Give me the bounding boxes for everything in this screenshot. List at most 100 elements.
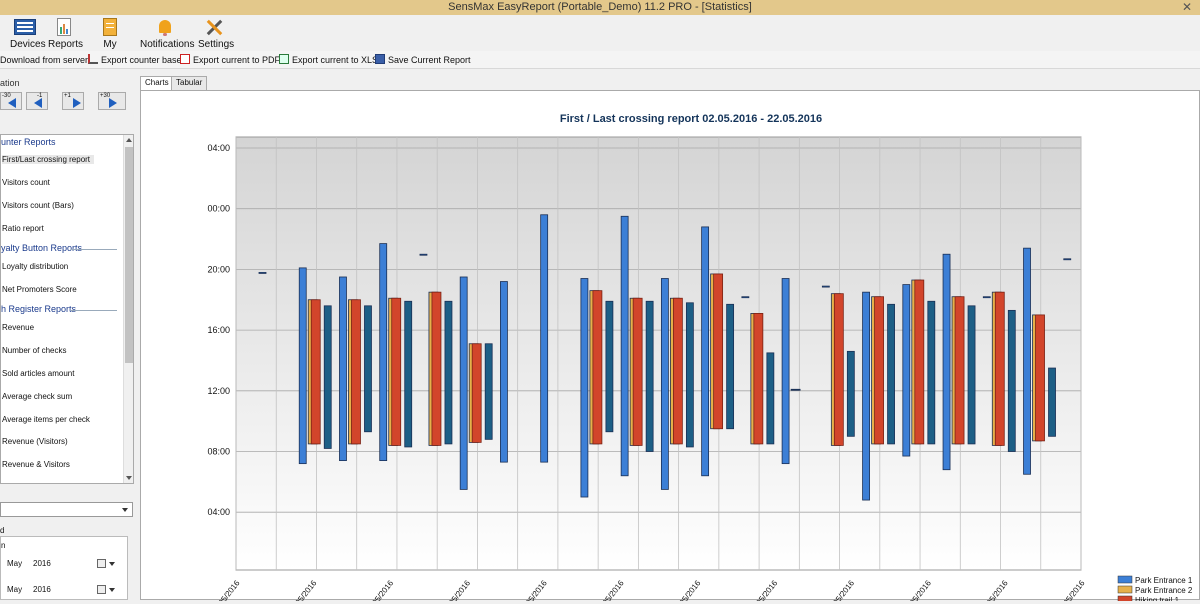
export-counter-base-button[interactable]: Export counter base [88, 53, 182, 67]
notifications-button[interactable]: Notifications [140, 17, 194, 50]
period-label: d [0, 526, 5, 535]
crossing-chart: First / Last crossing report 02.05.2016 … [207, 113, 1193, 604]
y-tick-label: 08:00 [207, 447, 230, 457]
series3-bar [914, 279, 925, 445]
calendar-icon[interactable] [97, 585, 106, 594]
series1-bar [540, 214, 549, 463]
series4-bar [1048, 367, 1056, 437]
scroll-thumb[interactable] [125, 147, 133, 363]
chart-title: First / Last crossing report 02.05.2016 … [560, 113, 822, 125]
x-tick-label: 3/05/2016 [289, 578, 318, 601]
series4-bar [846, 350, 855, 437]
register-reports-header: h Register Reports [1, 304, 77, 314]
legend-swatch [1117, 575, 1133, 584]
tab-tabular[interactable]: Tabular [171, 76, 208, 90]
series3-bar [632, 297, 643, 446]
series1-bar [862, 291, 870, 501]
series4-bar [1007, 309, 1016, 452]
report-sold-articles[interactable]: Sold articles amount [2, 369, 75, 378]
series3-bar [753, 313, 764, 445]
series1-bar [942, 253, 951, 471]
calendar-icon[interactable] [97, 559, 106, 568]
y-tick-label: 12:00 [207, 386, 230, 396]
date-from-year: 2016 [33, 559, 51, 568]
report-revenue[interactable]: Revenue [2, 323, 35, 332]
report-visitors-count-bars[interactable]: Visitors count (Bars) [2, 201, 74, 210]
date-to-month: May [7, 585, 23, 594]
series4-bar [605, 300, 614, 433]
series4-bar [766, 352, 775, 445]
download-from-server-button[interactable]: Download from server [0, 53, 88, 67]
report-average-items[interactable]: Average items per check [2, 415, 90, 424]
legend-label: Hiking trail 1 [1135, 596, 1180, 601]
report-average-check-sum[interactable]: Average check sum [2, 392, 73, 401]
x-tick-label: /05/2016 [215, 578, 242, 601]
double-left-arrow-icon [8, 98, 16, 108]
series3-bar [713, 273, 724, 430]
loyalty-reports-header: yalty Button Reports [1, 243, 83, 253]
legend-swatch [1117, 595, 1133, 604]
series3-bar [431, 291, 442, 446]
series1-bar [620, 215, 629, 477]
scroll-down-icon[interactable] [126, 476, 132, 480]
period-box: n May 2016 May 2016 [0, 536, 128, 600]
divider [71, 249, 117, 250]
report-number-of-checks[interactable]: Number of checks [2, 346, 67, 355]
x-tick-label: 7/05/2016 [443, 578, 472, 601]
download-label: Download from server [0, 55, 89, 65]
legend-label: Park Entrance 1 [1135, 576, 1193, 585]
series1-bar [459, 276, 468, 490]
report-revenue-and-visitors[interactable]: Revenue & Visitors [2, 460, 70, 469]
series4-bar [726, 303, 735, 430]
legend-swatch [1117, 585, 1133, 594]
back-1-button[interactable]: -1 [26, 92, 48, 110]
devices-button[interactable]: Devices [10, 17, 46, 50]
series4-bar [444, 300, 453, 445]
series4-bar [645, 300, 654, 452]
report-loyalty-distribution[interactable]: Loyalty distribution [2, 262, 69, 271]
x-tick-label: 1/05/2016 [597, 578, 626, 601]
series4-bar [404, 300, 413, 448]
navigation-label: ation [0, 78, 20, 88]
export-xls-button[interactable]: Export current to XLS [279, 53, 378, 67]
x-tick-label: 1/05/2016 [981, 578, 1010, 601]
series1-bar [821, 285, 830, 288]
y-tick-label: 04:00 [207, 143, 230, 153]
close-icon[interactable]: ✕ [1181, 0, 1192, 14]
series1-bar [580, 278, 589, 498]
report-ratio[interactable]: Ratio report [2, 224, 44, 233]
counter-reports-header: unter Reports [1, 137, 56, 147]
xls-icon [279, 54, 289, 64]
chevron-down-icon[interactable] [109, 562, 115, 566]
series3-bar [471, 343, 482, 443]
series3-bar [351, 299, 361, 445]
settings-button[interactable]: Settings [198, 17, 234, 50]
export-icon [88, 54, 98, 64]
series4-bar [887, 303, 895, 445]
forward-30-label: +30 [100, 93, 111, 99]
report-revenue-visitors[interactable]: Revenue (Visitors) [2, 437, 68, 446]
settings-label: Settings [198, 39, 235, 50]
report-first-last-crossing[interactable]: First/Last crossing report [2, 155, 95, 164]
series1-bar [781, 278, 790, 465]
series3-bar [874, 296, 884, 445]
report-list-scrollbar[interactable] [123, 135, 133, 483]
y-tick-label: 20:00 [207, 264, 230, 274]
export-pdf-button[interactable]: Export current to PDF [180, 53, 280, 67]
report-list: unter Reports First/Last crossing report… [0, 134, 134, 484]
tab-charts[interactable]: Charts [140, 76, 174, 91]
report-visitors-count[interactable]: Visitors count [2, 178, 50, 187]
save-report-button[interactable]: Save Current Report [375, 53, 471, 67]
series1-bar [660, 278, 669, 490]
back-30-button[interactable]: -30 [0, 92, 22, 110]
scroll-up-icon[interactable] [126, 138, 132, 142]
chevron-down-icon[interactable] [109, 588, 115, 592]
forward-1-button[interactable]: +1 [62, 92, 84, 110]
devices-icon [12, 17, 38, 37]
report-net-promoters-score[interactable]: Net Promoters Score [2, 285, 77, 294]
report-combo-select[interactable] [0, 502, 133, 517]
toolbar: Download from server Export counter base… [0, 51, 1200, 69]
window-title: SensMax EasyReport (Portable_Demo) 11.2 … [448, 1, 752, 13]
reports-button[interactable]: Reports [48, 17, 83, 50]
forward-30-button[interactable]: +30 [98, 92, 126, 110]
